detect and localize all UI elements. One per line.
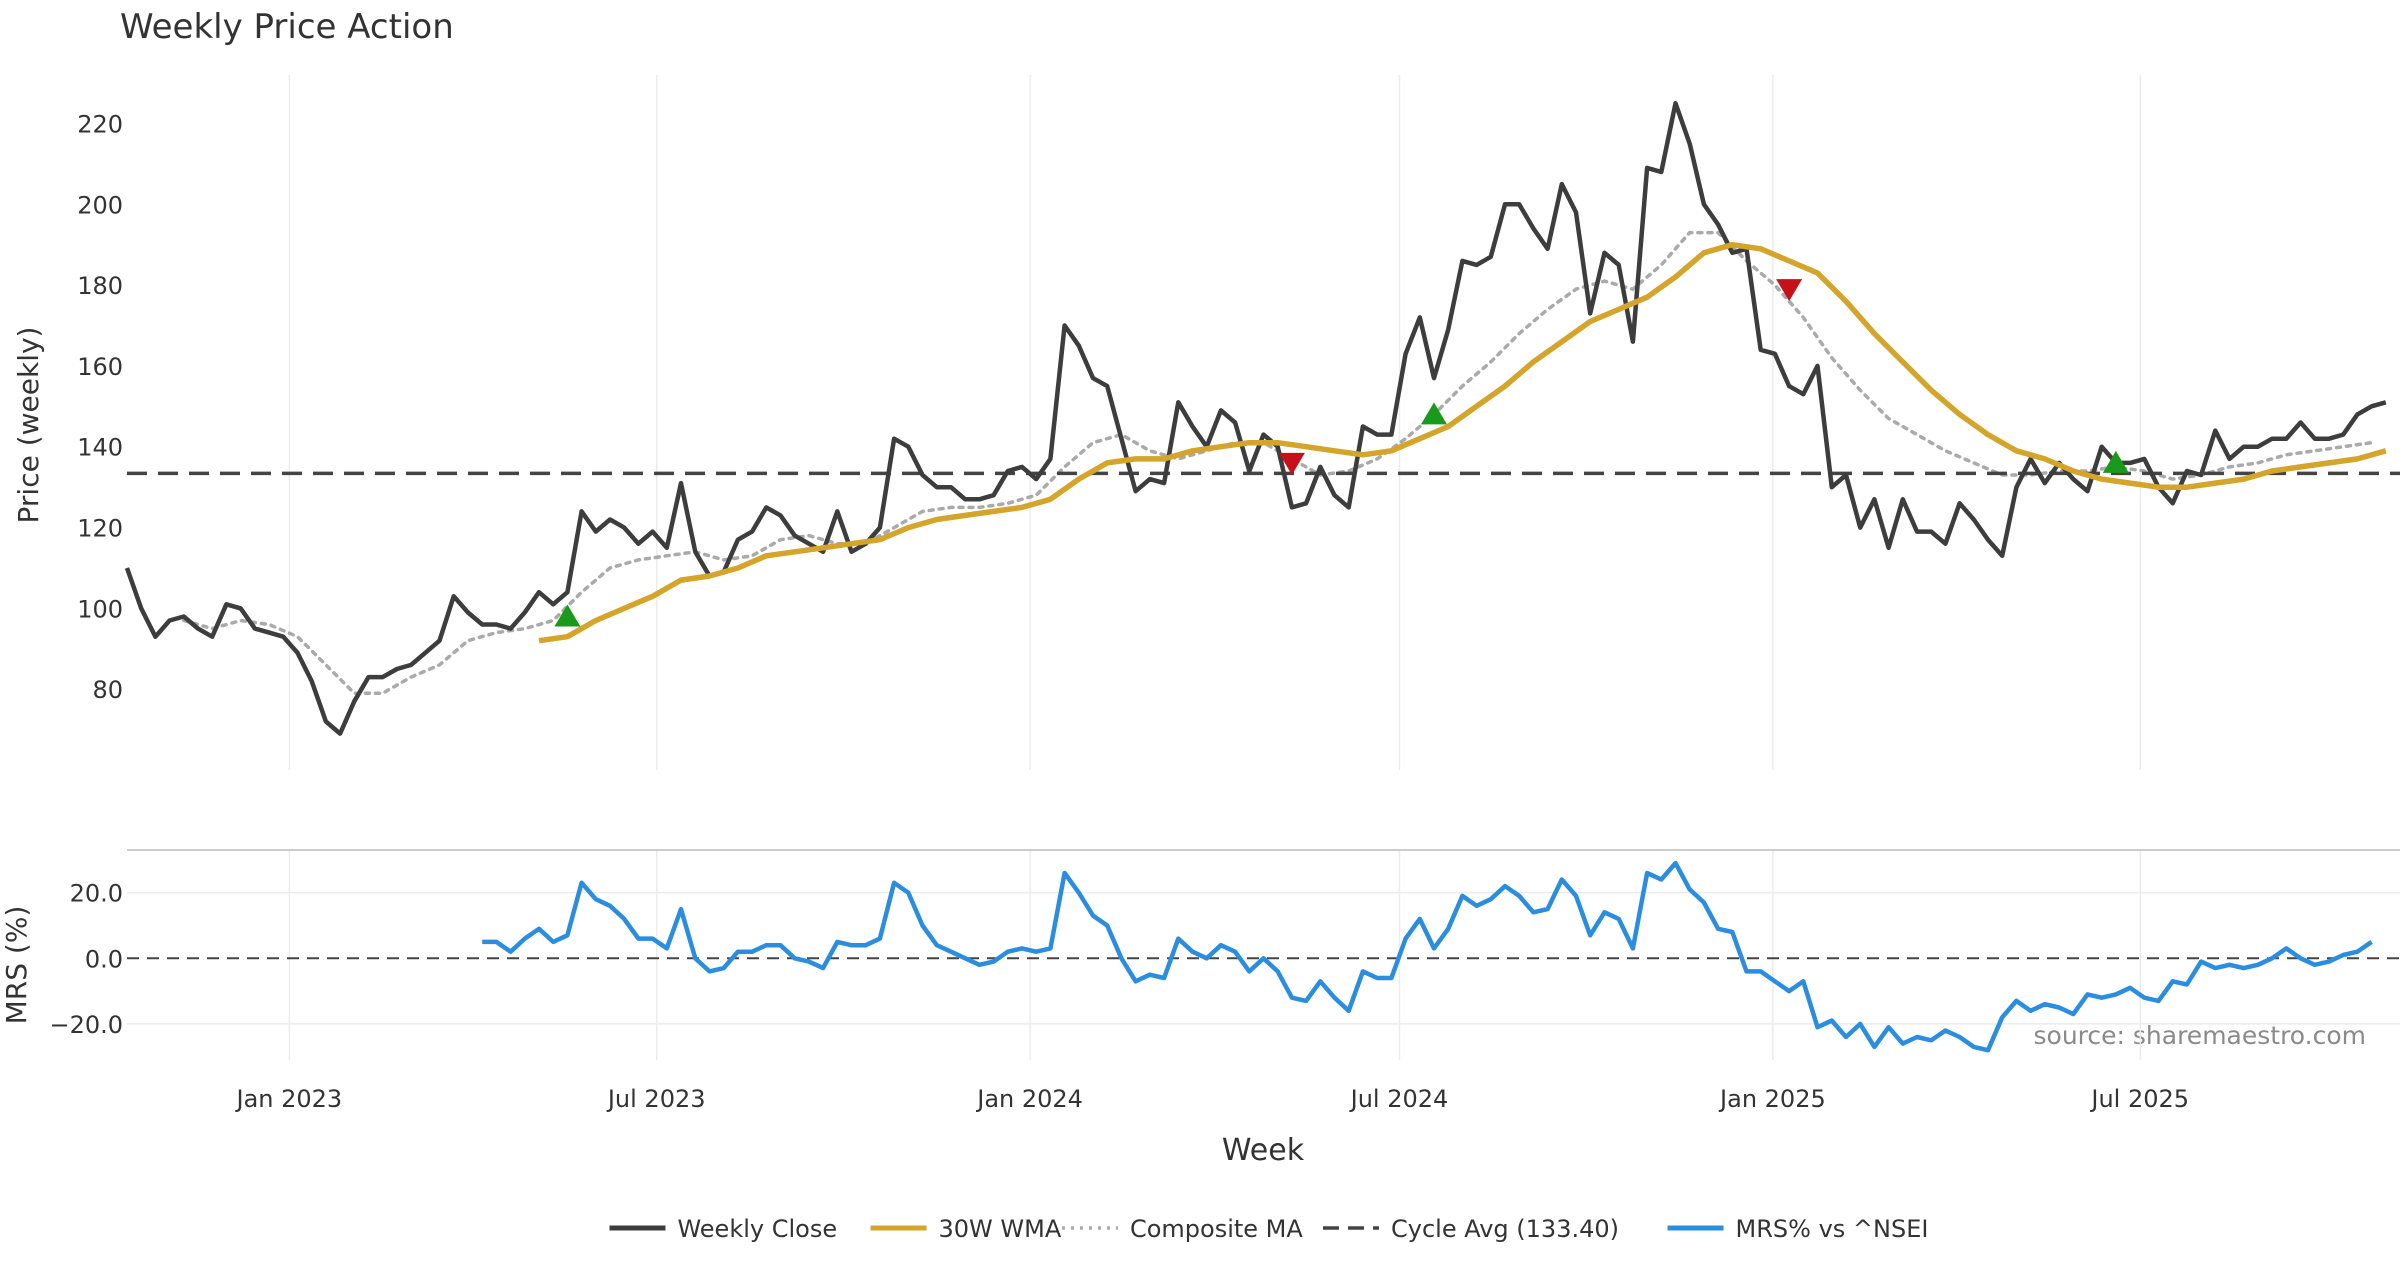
buy-signal-marker: [554, 604, 581, 627]
price-y-axis-label: Price (weekly): [12, 327, 45, 524]
x-tick-label: Jul 2024: [1349, 1085, 1449, 1113]
source-annotation: source: sharemaestro.com: [2034, 1021, 2367, 1050]
legend-label: Weekly Close: [677, 1215, 837, 1243]
legend-label: Cycle Avg (133.40): [1391, 1215, 1619, 1243]
mrs-y-tick-label: 20.0: [70, 880, 123, 908]
x-tick-label: Jan 2025: [1718, 1085, 1826, 1113]
x-tick-label: Jan 2023: [235, 1085, 343, 1113]
grid-layer: [127, 75, 2400, 1060]
buy-signal-marker: [1420, 402, 1447, 425]
price-y-tick-label: 220: [77, 110, 123, 138]
price-y-tick-label: 200: [77, 191, 123, 219]
sell-signal-marker: [1278, 452, 1305, 475]
price-y-tick-label: 120: [77, 515, 123, 543]
price-y-tick-label: 160: [77, 353, 123, 381]
legend: Weekly Close 30W WMA Composite MA Cycle Avg…: [609, 1215, 1928, 1243]
legend-label: MRS% vs ^NSEI: [1736, 1215, 1929, 1243]
x-axis-label: Week: [1222, 1133, 1305, 1168]
legend-label: Composite MA: [1130, 1215, 1303, 1243]
weekly-close-line: [124, 101, 2387, 736]
price-y-tick-label: 140: [77, 434, 123, 462]
price-y-tick-label: 100: [77, 595, 123, 623]
axis-layer: Jan 2023 Jul 2023 Jan 2024 Jul 2024 Jan 2025…: [49, 110, 2189, 1113]
wma-30w-line: [538, 241, 2387, 644]
sell-signal-marker: [1776, 279, 1803, 302]
mrs-y-tick-label: 0.0: [85, 945, 123, 973]
buy-signal-marker: [2102, 450, 2129, 473]
price-y-tick-label: 180: [77, 272, 123, 300]
chart-title: Weekly Price Action: [120, 7, 454, 47]
x-tick-label: Jul 2023: [606, 1085, 706, 1113]
x-tick-label: Jan 2024: [975, 1085, 1083, 1113]
mrs-y-tick-label: −20.0: [49, 1011, 123, 1039]
legend-label: 30W WMA: [939, 1215, 1062, 1243]
mrs-y-axis-label: MRS (%): [0, 906, 33, 1025]
series-layer: [124, 101, 2400, 1053]
marker-layer: [554, 279, 2129, 627]
mrs-line: [482, 860, 2373, 1053]
price-y-tick-label: 80: [92, 676, 123, 704]
x-tick-label: Jul 2025: [2089, 1085, 2189, 1113]
